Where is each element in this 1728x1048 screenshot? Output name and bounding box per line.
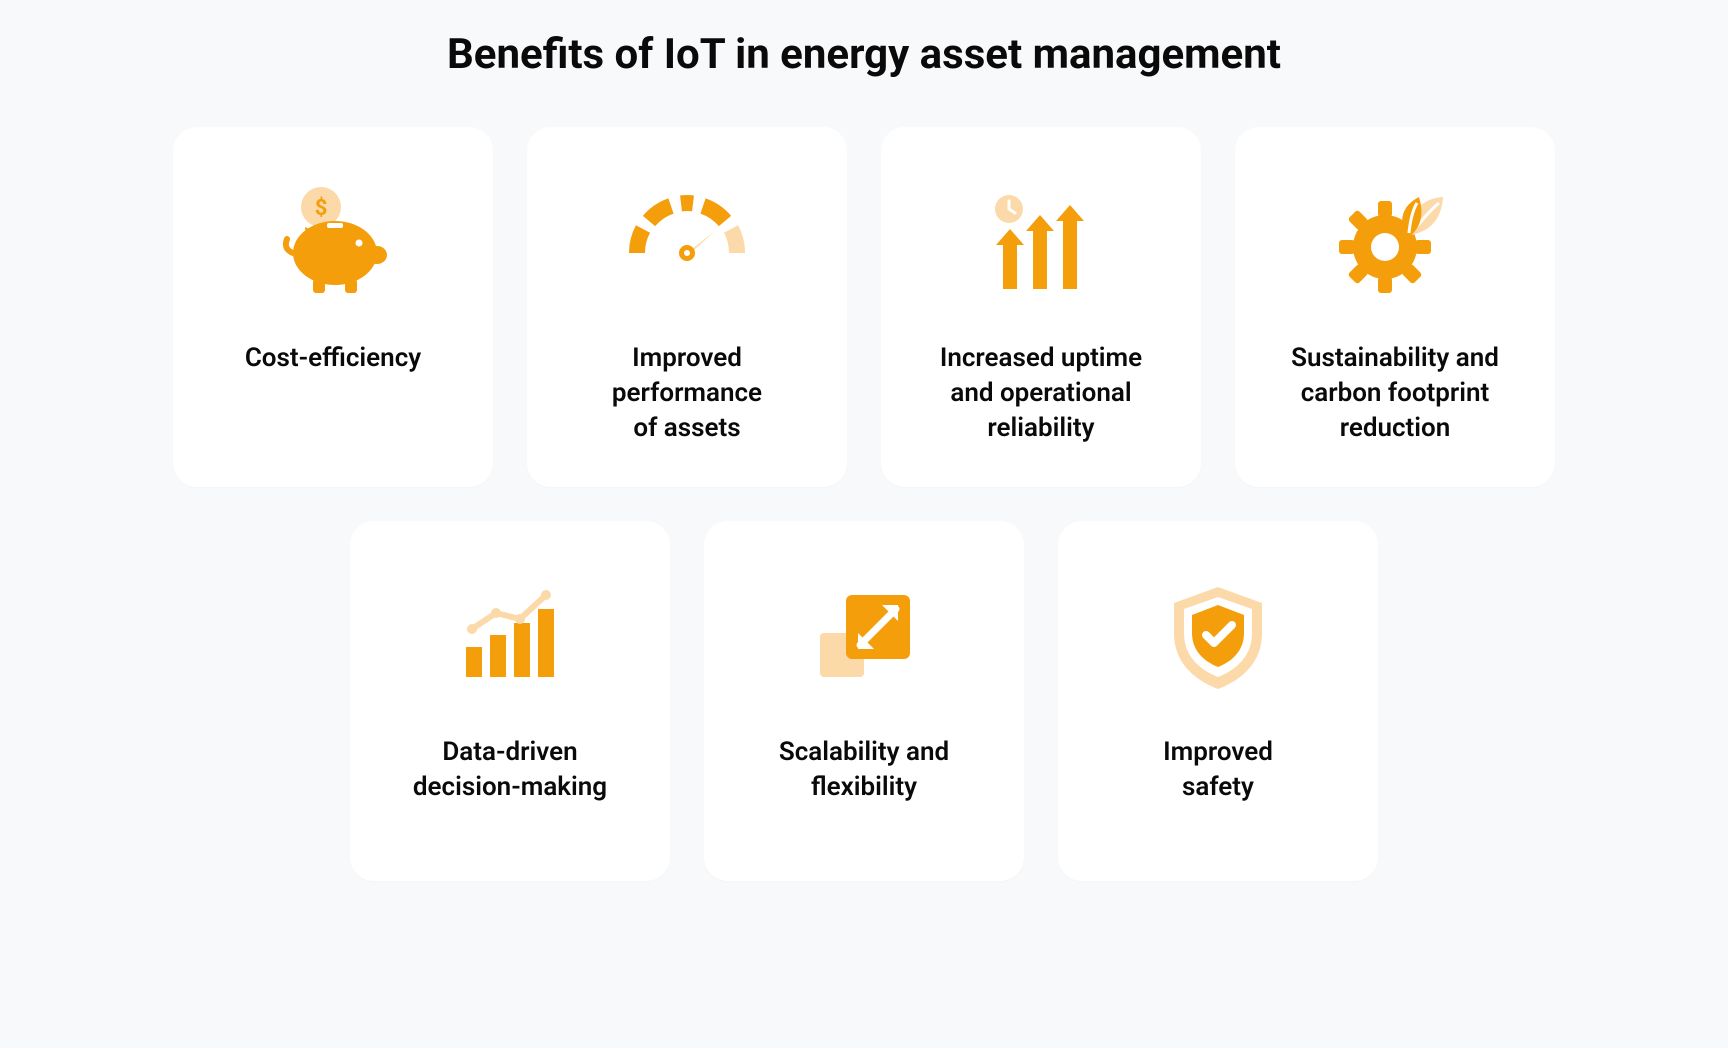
benefit-label: Improved performance of assets bbox=[592, 341, 782, 446]
benefit-card: Increased uptime and operational reliabi… bbox=[881, 127, 1201, 487]
card-row: $ Cost-effici bbox=[173, 127, 1555, 487]
benefit-card: Data-driven decision-making bbox=[350, 521, 670, 881]
shield-icon bbox=[1148, 567, 1288, 707]
uptime-icon bbox=[971, 173, 1111, 313]
benefit-label: Increased uptime and operational reliabi… bbox=[920, 341, 1162, 446]
benefit-label: Cost-efficiency bbox=[225, 341, 441, 376]
benefit-label: Improved safety bbox=[1143, 735, 1293, 805]
benefit-label: Scalability and flexibility bbox=[759, 735, 969, 805]
benefit-card: Improved performance of assets bbox=[527, 127, 847, 487]
benefit-card: Improved safety bbox=[1058, 521, 1378, 881]
benefit-card: Sustainability and carbon footprint redu… bbox=[1235, 127, 1555, 487]
benefit-card: $ Cost-effici bbox=[173, 127, 493, 487]
card-grid: $ Cost-effici bbox=[173, 127, 1555, 881]
benefit-label: Data-driven decision-making bbox=[393, 735, 627, 805]
page-title: Benefits of IoT in energy asset manageme… bbox=[447, 30, 1281, 79]
benefit-card: Scalability and flexibility bbox=[704, 521, 1024, 881]
scale-icon bbox=[794, 567, 934, 707]
gear-leaf-icon bbox=[1325, 173, 1465, 313]
svg-text:$: $ bbox=[315, 196, 328, 221]
benefit-label: Sustainability and carbon footprint redu… bbox=[1271, 341, 1519, 446]
piggy-bank-icon: $ bbox=[263, 173, 403, 313]
gauge-icon bbox=[617, 173, 757, 313]
card-row: Data-driven decision-making Scalability … bbox=[350, 521, 1378, 881]
chart-icon bbox=[440, 567, 580, 707]
